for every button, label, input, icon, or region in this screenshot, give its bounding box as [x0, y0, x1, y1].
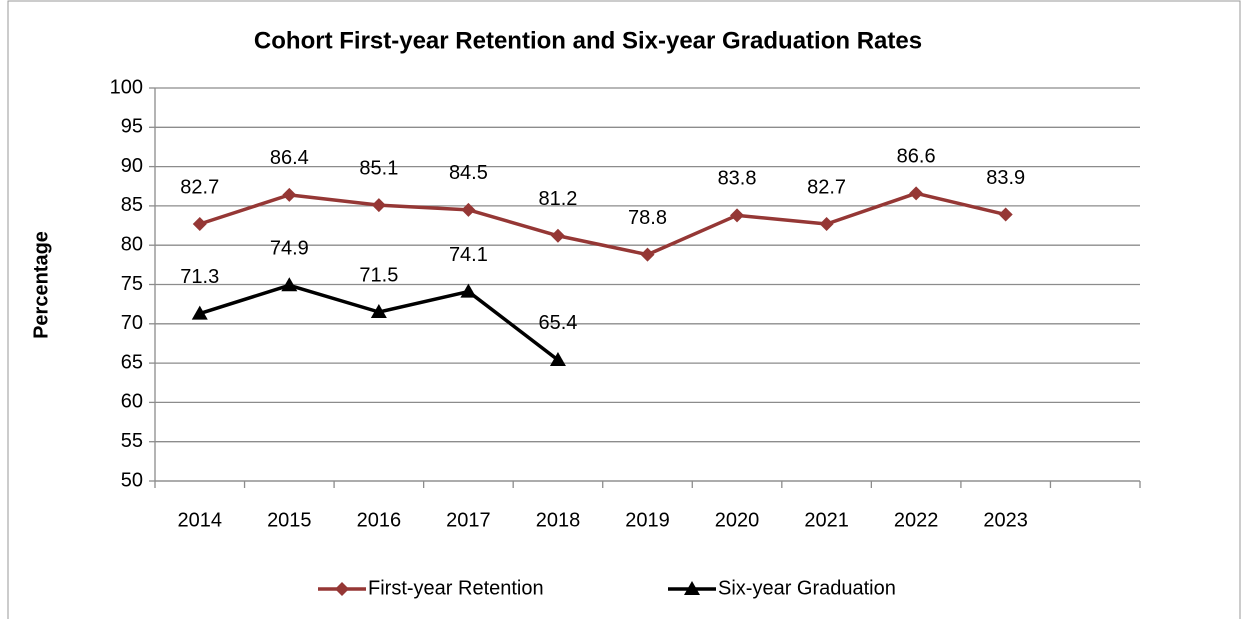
y-tick-label: 90 — [121, 155, 143, 177]
data-label: 84.5 — [449, 162, 488, 184]
y-tick-label: 80 — [121, 233, 143, 255]
chart-frame — [7, 0, 1241, 619]
data-label: 86.4 — [270, 147, 309, 169]
data-point — [730, 208, 745, 223]
data-label: 83.9 — [986, 167, 1025, 189]
legend-label: Six-year Graduation — [718, 577, 896, 599]
y-tick-label: 65 — [121, 351, 143, 373]
data-point — [281, 277, 298, 292]
data-point — [909, 186, 924, 201]
data-point — [461, 202, 476, 217]
legend-marker — [335, 582, 349, 596]
x-tick-label: 2017 — [446, 509, 491, 531]
chart-title: Cohort First-year Retention and Six-year… — [254, 27, 922, 54]
data-point — [998, 207, 1013, 222]
x-tick-label: 2018 — [536, 509, 581, 531]
data-point — [192, 216, 207, 231]
data-label: 85.1 — [359, 157, 398, 179]
data-point — [282, 187, 297, 202]
data-label: 86.6 — [897, 146, 936, 168]
data-label: 74.9 — [270, 238, 309, 260]
x-tick-label: 2014 — [178, 509, 223, 531]
series-line — [199, 191, 1007, 257]
data-point — [549, 351, 566, 366]
data-label: 82.7 — [807, 176, 846, 198]
x-tick-label: 2021 — [804, 509, 849, 531]
legend-label: First-year Retention — [368, 577, 544, 599]
y-tick-label: 85 — [121, 194, 143, 216]
data-point — [819, 216, 834, 231]
series-line — [199, 283, 560, 362]
data-label: 78.8 — [628, 207, 667, 229]
y-tick-label: 50 — [121, 469, 143, 491]
data-label: 82.7 — [180, 176, 219, 198]
data-label: 74.1 — [449, 244, 488, 266]
data-label: 83.8 — [718, 168, 757, 190]
y-tick-label: 60 — [121, 391, 143, 413]
x-tick-label: 2016 — [357, 509, 402, 531]
x-tick-label: 2023 — [983, 509, 1028, 531]
y-tick-label: 95 — [121, 116, 143, 138]
data-label: 71.5 — [359, 264, 398, 286]
x-tick-label: 2015 — [267, 509, 312, 531]
x-tick-label: 2020 — [715, 509, 760, 531]
data-point — [640, 247, 655, 262]
data-point — [460, 283, 477, 298]
data-point — [371, 198, 386, 213]
x-tick-label: 2019 — [625, 509, 670, 531]
data-label: 71.3 — [180, 266, 219, 288]
y-axis-label: Percentage — [30, 231, 52, 339]
data-point — [370, 304, 387, 319]
data-point — [191, 305, 208, 320]
x-tick-label: 2022 — [894, 509, 939, 531]
data-point — [550, 228, 565, 243]
data-label: 81.2 — [538, 188, 577, 210]
y-tick-label: 100 — [110, 76, 143, 98]
y-tick-label: 75 — [121, 273, 143, 295]
legend-marker — [684, 581, 700, 595]
y-tick-label: 55 — [121, 430, 143, 452]
y-tick-label: 70 — [121, 312, 143, 334]
data-label: 65.4 — [538, 312, 577, 334]
